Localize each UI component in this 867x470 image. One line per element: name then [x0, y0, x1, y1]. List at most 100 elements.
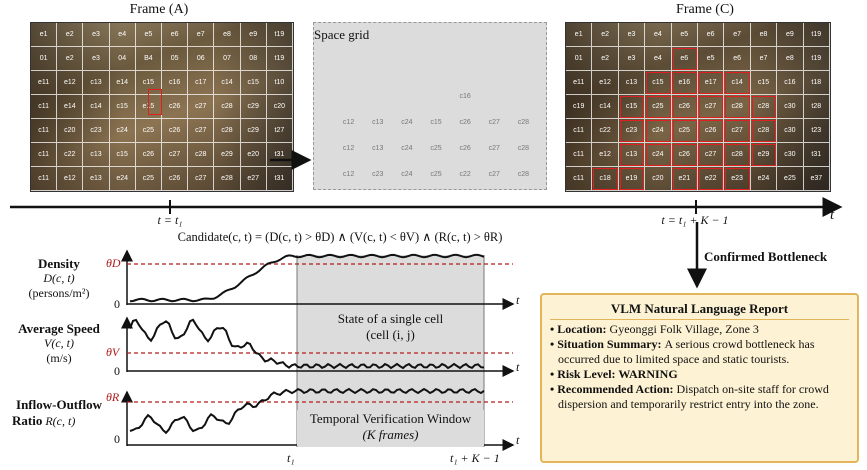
- verification-line2: (K frames): [362, 427, 419, 442]
- grid-cell: e5: [697, 47, 725, 71]
- grid-cell: c22: [592, 119, 619, 143]
- grid-cell: e8: [214, 23, 241, 47]
- grid-cell: c25: [430, 170, 442, 178]
- inflow-subtitle: Ratio R(c, t): [12, 413, 122, 429]
- grid-cell: e6: [162, 23, 189, 47]
- report-item-key: • Location:: [550, 322, 610, 336]
- grid-cell: t28: [803, 95, 830, 119]
- frame-c-image: e1 e2 e3 e4 e5 e6 e7 e8 e9 t19 01 e2 e3 e4 e6 e5 e6 e7 e8 t…: [565, 22, 831, 192]
- grid-cell: c23: [618, 119, 646, 143]
- grid-cell: c14: [83, 95, 110, 119]
- grid-cell: c15: [109, 95, 136, 119]
- grid-cell: 05: [162, 47, 189, 71]
- grid-cell: c14: [724, 71, 751, 95]
- inflow-title2: Ratio: [12, 413, 43, 428]
- grid-cell: c29: [240, 119, 267, 143]
- grid-cell: e2: [592, 47, 619, 71]
- grid-cell: c26: [162, 95, 189, 119]
- grid-cell: c28: [724, 143, 751, 167]
- grid-cell: c12: [342, 118, 355, 126]
- grid-cell: t19: [266, 47, 293, 71]
- grid-cell: c13: [372, 144, 384, 152]
- grid-cell: e28: [214, 167, 241, 191]
- grid-cell: c28: [517, 144, 530, 152]
- grid-cell: c15: [109, 143, 136, 167]
- density-t: t: [516, 293, 520, 307]
- grid-cell: e2: [57, 23, 84, 47]
- grid-cell: t10: [266, 71, 293, 95]
- grid-cell: t19: [803, 47, 830, 71]
- grid-cell: t31: [803, 143, 830, 167]
- grid-cell: c25: [135, 167, 162, 191]
- space-grid-panel: Space grid c16 c12 c13 c24 c15 c26 c27 c28 c12 c1…: [313, 22, 547, 190]
- grid-cell: c28: [517, 118, 530, 126]
- grid-cell: e23: [724, 167, 751, 191]
- frame-a-image: e1 e2 e3 e4 e5 e6 e7 e8 e9 t19 01 e2 e3 04 B4 05 06 07 08 t…: [30, 22, 294, 192]
- grid-cell: c26: [671, 143, 698, 167]
- density-var: D(c, t): [43, 271, 75, 285]
- grid-cell: c25: [135, 119, 162, 143]
- grid-cell: e2: [57, 47, 84, 71]
- grid-cell: e24: [109, 167, 136, 191]
- grid-cell: e12: [592, 143, 619, 167]
- grid-cell: c20: [266, 95, 293, 119]
- grid-cell: c24: [401, 170, 413, 178]
- grid-cell: c26: [459, 144, 471, 152]
- grid-cell: e11: [566, 71, 593, 95]
- report-item-value: Dispatch on-site staff for crowd dispers…: [558, 382, 829, 411]
- highlight-box: [148, 89, 162, 115]
- speed-title: Average Speed: [18, 321, 100, 336]
- grid-cell: e8: [750, 23, 778, 47]
- grid-cell: e13: [83, 167, 110, 191]
- grid-cell: e17: [697, 71, 725, 95]
- grid-cell: c11: [566, 143, 593, 167]
- speed-t: t: [516, 360, 520, 374]
- grid-cell: c24: [645, 143, 672, 167]
- grid-cell: c11: [31, 167, 58, 191]
- grid-cell: e11: [31, 71, 58, 95]
- grid-cell: c27: [188, 119, 215, 143]
- grid-cell: c16: [162, 71, 189, 95]
- grid-cell: c16: [777, 71, 804, 95]
- grid-cell: c13: [618, 71, 646, 95]
- grid-cell: c27: [488, 170, 500, 178]
- grid-cell: c24: [401, 118, 413, 126]
- grid-cell: c28: [724, 95, 751, 119]
- grid-cell: e19: [618, 167, 646, 191]
- inflow-title: Inflow-Outflow: [16, 397, 102, 412]
- grid-cell: c20: [57, 119, 84, 143]
- grid-cell: 07: [214, 47, 241, 71]
- grid-cell: e6: [724, 47, 751, 71]
- grid-cell: e2: [592, 23, 619, 47]
- grid-cell: c13: [372, 118, 384, 126]
- report-item-value: Gyeonggi Folk Village, Zone 3: [609, 322, 759, 336]
- grid-cell: e4: [645, 23, 672, 47]
- grid-cell: c27: [162, 143, 189, 167]
- grid-cell: 01: [31, 47, 58, 71]
- inflow-curve: [129, 387, 485, 435]
- verification-line1: Temporal Verification Window: [309, 411, 472, 426]
- theta-d-label: θD: [106, 256, 121, 270]
- grid-cell: c25: [430, 144, 442, 152]
- grid-cell: e14: [109, 71, 136, 95]
- grid-cell: c15: [240, 71, 267, 95]
- grid-cell: c27: [724, 119, 751, 143]
- grid-cell: c28: [214, 95, 241, 119]
- grid-cell: e12: [57, 167, 84, 191]
- grid-cell: e8: [777, 47, 804, 71]
- inflow-zero: 0: [114, 432, 120, 446]
- grid-cell: e1: [31, 23, 58, 47]
- grid-cell: c28: [750, 95, 778, 119]
- state-line2: (cell (i, j): [366, 327, 415, 342]
- grid-cell: c13: [618, 143, 646, 167]
- grid-cell: e24: [750, 167, 778, 191]
- grid-cell: c14: [214, 71, 241, 95]
- window-tk: t₁ + K − 1: [450, 451, 500, 465]
- density-zero: 0: [114, 297, 120, 311]
- grid-cell: 08: [240, 47, 267, 71]
- grid-cell: e21: [671, 167, 698, 191]
- grid-cell: c12: [342, 170, 355, 178]
- grid-cell: c11: [566, 119, 593, 143]
- grid-cell: c12: [342, 144, 355, 152]
- inflow-t: t: [516, 433, 520, 447]
